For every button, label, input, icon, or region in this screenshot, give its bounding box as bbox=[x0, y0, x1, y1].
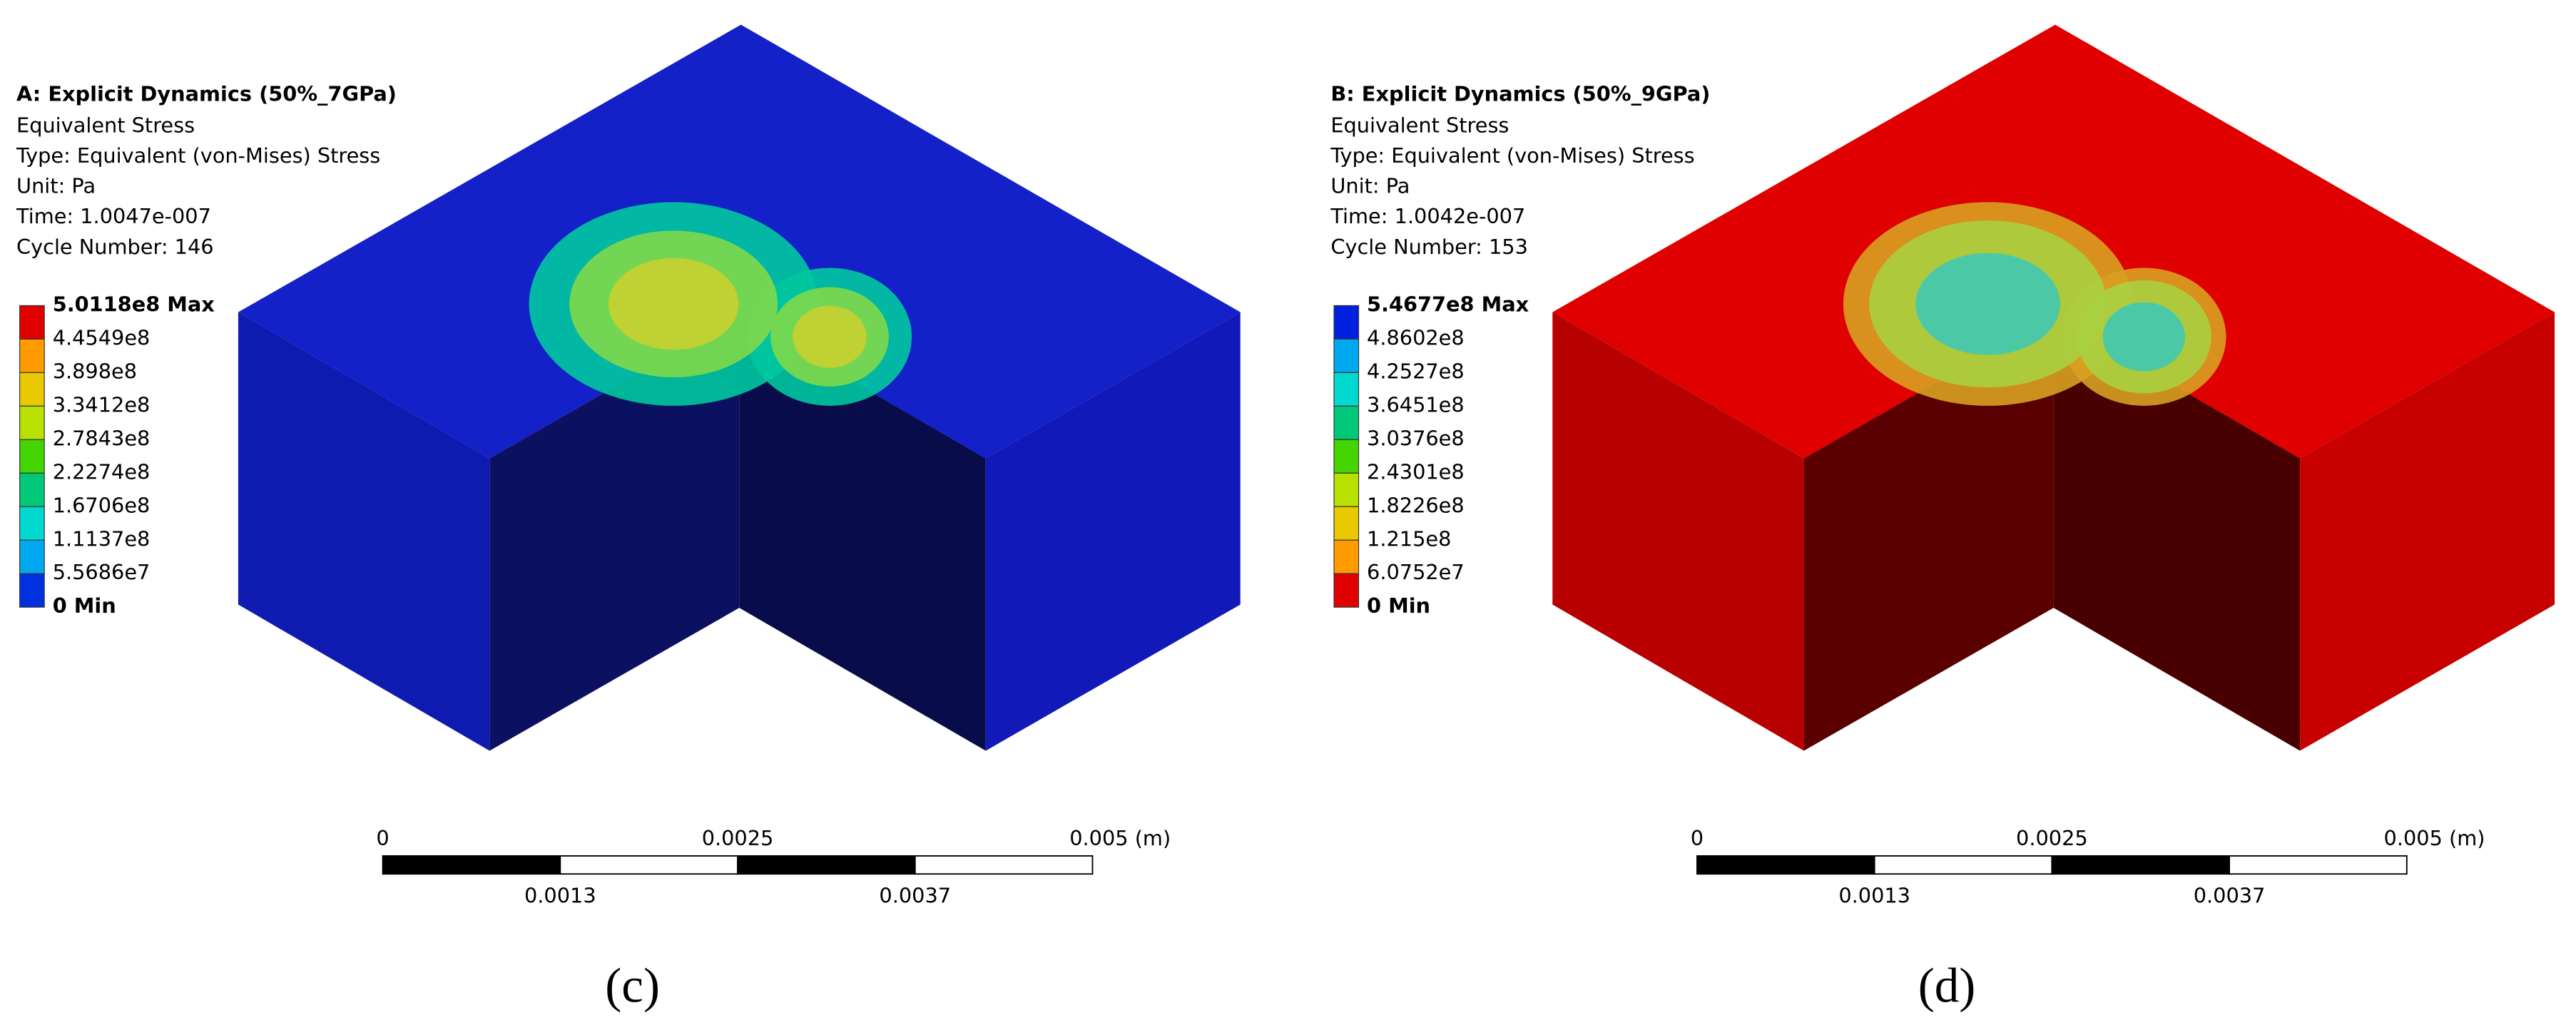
legend-swatch bbox=[19, 472, 45, 507]
notch-face bbox=[489, 315, 740, 751]
legend-label: 4.8602e8 bbox=[1367, 325, 1465, 350]
legend-label: 5.4677e8 Max bbox=[1367, 292, 1529, 316]
legend-swatch bbox=[1333, 573, 1360, 608]
scale-label: 0.005 (m) bbox=[2384, 826, 2485, 850]
stress-contour bbox=[2102, 302, 2185, 372]
info-line: Cycle Number: 153 bbox=[1330, 235, 1528, 259]
right-face bbox=[2300, 312, 2555, 751]
scale-label: 0.0025 bbox=[2016, 826, 2088, 850]
info-line: Type: Equivalent (von-Mises) Stress bbox=[1330, 143, 1694, 168]
legend-swatch bbox=[1333, 305, 1360, 340]
info-line: Equivalent Stress bbox=[1330, 113, 1509, 137]
scale-segment bbox=[2229, 855, 2408, 875]
legend-label: 4.2527e8 bbox=[1367, 359, 1465, 383]
legend-label: 3.898e8 bbox=[53, 359, 137, 383]
left-face bbox=[1552, 312, 1804, 751]
legend-label: 4.4549e8 bbox=[53, 325, 151, 350]
panel: A: Explicit Dynamics (50%_7GPa) Equivalen… bbox=[16, 24, 1241, 1013]
stress-contour bbox=[609, 258, 739, 350]
legend-label: 1.215e8 bbox=[1367, 526, 1451, 551]
legend-swatch bbox=[1333, 439, 1360, 474]
scale-segment bbox=[559, 855, 738, 875]
legend-label: 2.2274e8 bbox=[53, 459, 151, 484]
legend-swatch bbox=[1333, 472, 1360, 507]
info-line: Time: 1.0042e-007 bbox=[1330, 204, 1525, 228]
legend-swatch bbox=[19, 573, 45, 608]
legend-label: 1.6706e8 bbox=[53, 493, 151, 517]
panel-caption: (d) bbox=[1918, 958, 1976, 1013]
scale-label: 0.0025 bbox=[702, 826, 774, 850]
notch-face bbox=[1803, 315, 2054, 751]
scale-label: 0 bbox=[1691, 826, 1704, 850]
panel-title: B: Explicit Dynamics (50%_9GPa) bbox=[1330, 82, 1710, 106]
legend-swatch bbox=[19, 506, 45, 541]
legend-swatch bbox=[19, 539, 45, 574]
legend-swatch bbox=[1333, 539, 1360, 574]
stress-contour bbox=[793, 305, 867, 368]
panel-title: A: Explicit Dynamics (50%_7GPa) bbox=[16, 82, 397, 106]
legend-swatch bbox=[19, 439, 45, 474]
legend-label: 3.3412e8 bbox=[53, 392, 151, 417]
scale-segment bbox=[2051, 855, 2231, 875]
legend-swatch bbox=[19, 372, 45, 407]
legend-label: 5.0118e8 Max bbox=[53, 292, 215, 316]
scale-label: 0.0037 bbox=[879, 883, 951, 907]
legend-label: 2.4301e8 bbox=[1367, 459, 1465, 484]
scale-label: 0.0037 bbox=[2194, 883, 2266, 907]
stress-contour bbox=[1915, 253, 2060, 355]
panel: B: Explicit Dynamics (50%_9GPa) Equivalen… bbox=[1330, 24, 2555, 1013]
panel-caption: (c) bbox=[605, 958, 660, 1013]
scale-label: 0.0013 bbox=[524, 883, 596, 907]
info-line: Unit: Pa bbox=[1330, 174, 1410, 198]
legend-swatch bbox=[19, 305, 45, 340]
legend-label: 1.8226e8 bbox=[1367, 493, 1465, 517]
legend-label: 6.0752e7 bbox=[1367, 560, 1465, 584]
legend-swatch bbox=[1333, 372, 1360, 407]
left-face bbox=[238, 312, 490, 751]
scale-label: 0.005 (m) bbox=[1069, 826, 1171, 850]
scale-segment bbox=[1696, 855, 1875, 875]
scale-label: 0.0013 bbox=[1838, 883, 1910, 907]
legend-label: 0 Min bbox=[53, 593, 116, 618]
legend-swatch bbox=[1333, 338, 1360, 373]
scale-segment bbox=[914, 855, 1094, 875]
legend-label: 5.5686e7 bbox=[53, 560, 151, 584]
info-line: Type: Equivalent (von-Mises) Stress bbox=[16, 143, 380, 168]
legend-label: 0 Min bbox=[1367, 593, 1430, 618]
scale-segment bbox=[382, 855, 561, 875]
notch-face bbox=[2053, 315, 2301, 751]
legend-label: 1.1137e8 bbox=[53, 526, 151, 551]
legend-swatch bbox=[19, 338, 45, 373]
scale-segment bbox=[737, 855, 916, 875]
scale-segment bbox=[1873, 855, 2053, 875]
legend-label: 3.6451e8 bbox=[1367, 392, 1465, 417]
legend-swatch bbox=[1333, 405, 1360, 440]
info-line: Equivalent Stress bbox=[16, 113, 195, 137]
legend-swatch bbox=[1333, 506, 1360, 541]
legend-label: 3.0376e8 bbox=[1367, 426, 1465, 450]
scale-label: 0 bbox=[376, 826, 389, 850]
legend-swatch bbox=[19, 405, 45, 440]
legend-label: 2.7843e8 bbox=[53, 426, 151, 450]
info-line: Time: 1.0047e-007 bbox=[16, 204, 211, 228]
info-line: Unit: Pa bbox=[16, 174, 96, 198]
notch-face bbox=[739, 315, 986, 751]
info-line: Cycle Number: 146 bbox=[16, 235, 214, 259]
